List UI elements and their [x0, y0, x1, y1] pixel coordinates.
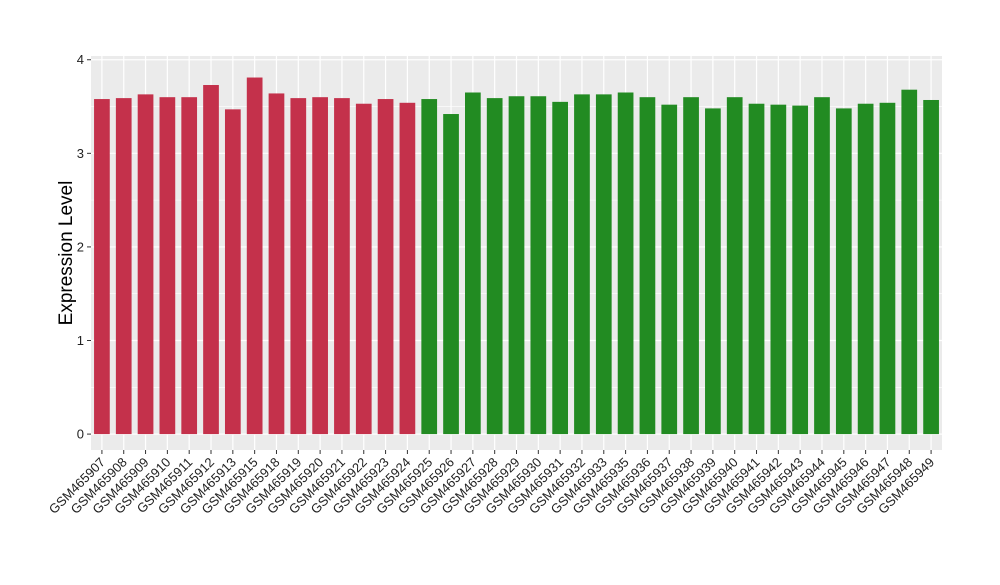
bar-GSM465946 [857, 103, 874, 435]
bar-GSM465932 [574, 94, 590, 435]
bar-GSM465919 [290, 98, 307, 435]
bar-GSM465920 [312, 97, 328, 435]
bar-GSM465945 [835, 108, 852, 435]
y-tick-label: 4 [77, 52, 84, 67]
bar-GSM465913 [224, 109, 241, 435]
bar-GSM465921 [334, 98, 350, 435]
bar-GSM465948 [901, 89, 918, 435]
bar-GSM465941 [748, 103, 765, 435]
bar-GSM465944 [814, 97, 830, 435]
bar-GSM465915 [246, 77, 263, 435]
y-axis: 0 1 2 3 4 [77, 52, 91, 442]
bar-GSM465933 [595, 94, 612, 435]
y-tick-label: 0 [77, 427, 84, 442]
bar-GSM465925 [421, 99, 438, 435]
bar-GSM465947 [879, 102, 896, 435]
bar-GSM465912 [203, 85, 219, 435]
bar-GSM465907 [94, 99, 110, 435]
y-axis-label: Expression Level [56, 181, 77, 326]
bar-GSM465927 [465, 92, 481, 435]
bar-GSM465930 [530, 96, 547, 435]
bar-GSM465909 [137, 94, 154, 435]
bar-GSM465926 [443, 114, 459, 435]
bar-GSM465911 [181, 97, 198, 435]
bar-GSM465924 [399, 102, 416, 435]
bars [94, 77, 939, 435]
bar-GSM465939 [705, 108, 721, 435]
x-axis: GSM465907GSM465908GSM465909GSM465910GSM4… [46, 450, 937, 517]
bar-GSM465949 [923, 99, 939, 435]
y-tick-label: 3 [77, 146, 84, 161]
bar-GSM465910 [159, 97, 176, 435]
bar-GSM465931 [552, 101, 568, 435]
y-tick-label: 2 [77, 239, 84, 254]
bar-GSM465938 [683, 97, 699, 435]
y-tick-label: 1 [77, 333, 84, 348]
bar-GSM465928 [486, 98, 503, 435]
bar-GSM465908 [115, 98, 132, 435]
bar-GSM465922 [355, 103, 372, 435]
bar-GSM465918 [268, 93, 285, 435]
bar-GSM465935 [617, 92, 634, 435]
bar-GSM465923 [377, 99, 394, 435]
bar-GSM465929 [508, 96, 525, 435]
bar-GSM465937 [661, 104, 678, 435]
bar-GSM465936 [639, 97, 656, 435]
bar-GSM465942 [770, 104, 787, 435]
bar-GSM465943 [792, 105, 809, 435]
bar-GSM465940 [726, 97, 743, 435]
